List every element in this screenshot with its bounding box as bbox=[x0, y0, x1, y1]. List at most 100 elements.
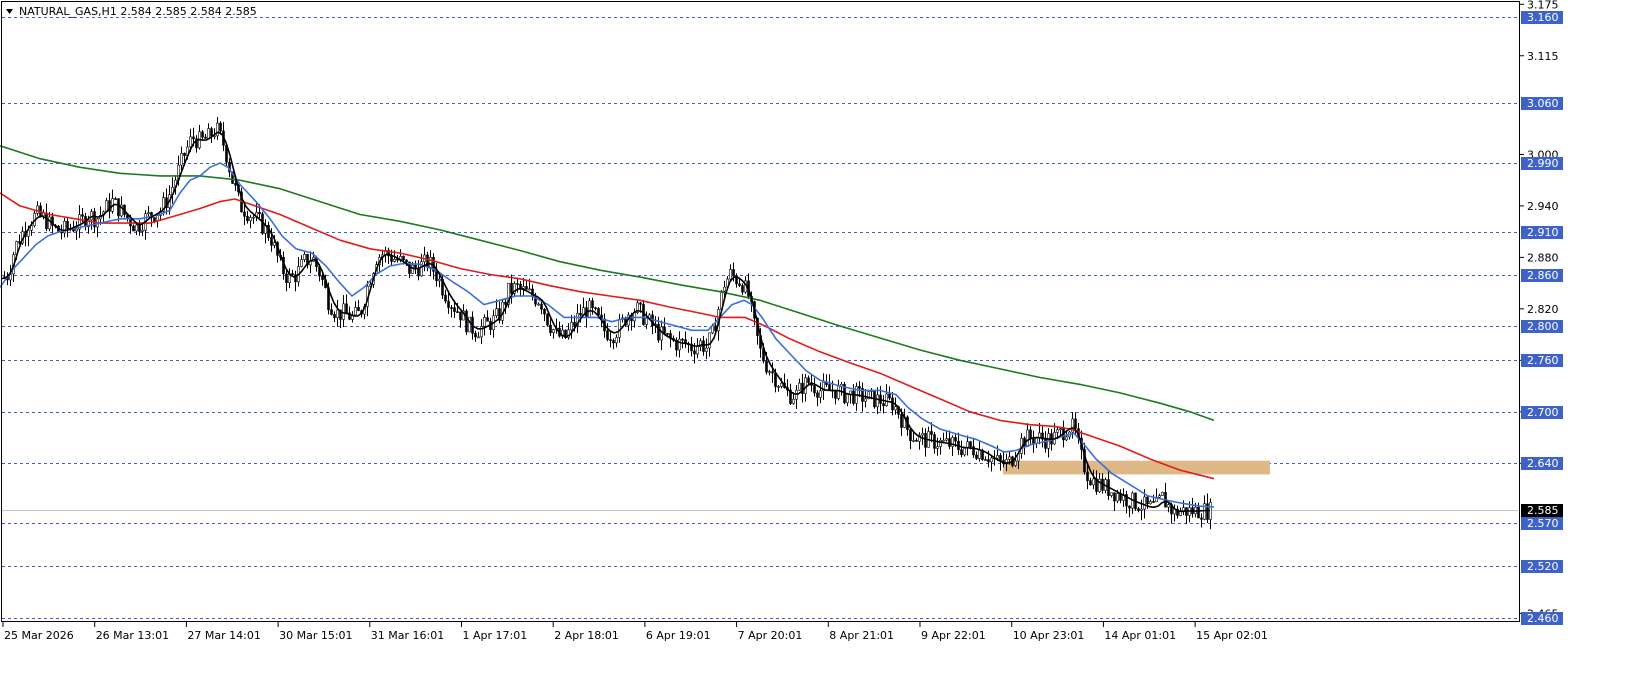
candle-body bbox=[960, 449, 963, 456]
ma-red-line bbox=[0, 192, 1215, 480]
candle-body bbox=[852, 390, 855, 404]
candle bbox=[567, 323, 570, 340]
level-price-box[interactable] bbox=[1521, 612, 1563, 625]
price-tick-label: 2.940 bbox=[1527, 200, 1559, 213]
candle-body bbox=[252, 216, 255, 219]
candle-body bbox=[339, 309, 342, 320]
candle bbox=[336, 300, 339, 327]
level-price-box[interactable] bbox=[1521, 457, 1563, 470]
triangle-down-icon[interactable] bbox=[6, 9, 13, 14]
candle bbox=[777, 384, 780, 392]
candle bbox=[858, 380, 861, 398]
level-price-box[interactable] bbox=[1521, 97, 1563, 110]
candle-body bbox=[1149, 501, 1152, 505]
candle bbox=[450, 305, 453, 318]
candle bbox=[576, 303, 579, 333]
level-price-box[interactable] bbox=[1521, 517, 1563, 530]
candle bbox=[348, 306, 351, 321]
candle bbox=[975, 451, 978, 461]
candle-body bbox=[321, 275, 324, 280]
current-price-box[interactable] bbox=[1521, 504, 1563, 517]
level-price-box[interactable] bbox=[1521, 560, 1563, 573]
candle bbox=[1113, 492, 1116, 512]
price-axis[interactable]: 3.1753.1153.0002.9402.8802.8202.7602.700… bbox=[1520, 0, 1563, 625]
candle bbox=[132, 224, 135, 232]
candle bbox=[330, 303, 333, 316]
candle-body bbox=[291, 273, 294, 276]
candle-body bbox=[846, 394, 849, 404]
candle-body bbox=[1041, 432, 1044, 440]
candle-body bbox=[342, 303, 345, 320]
candle bbox=[540, 301, 543, 315]
candle-body bbox=[162, 197, 165, 212]
current-price-label: 2.585 bbox=[1527, 504, 1559, 517]
candle-body bbox=[915, 439, 918, 442]
candle-body bbox=[519, 283, 522, 289]
candle-body bbox=[153, 217, 156, 222]
candle-body bbox=[675, 339, 678, 351]
candle-body bbox=[348, 312, 351, 320]
candle-body bbox=[90, 211, 93, 221]
candle bbox=[735, 273, 738, 288]
candle bbox=[249, 215, 252, 229]
candle-body bbox=[567, 329, 570, 338]
candle-body bbox=[1128, 505, 1131, 509]
candle bbox=[78, 205, 81, 238]
candle-body bbox=[594, 307, 597, 310]
level-price-box[interactable] bbox=[1521, 406, 1563, 419]
candle bbox=[909, 428, 912, 450]
candle bbox=[951, 435, 954, 457]
candle bbox=[723, 280, 726, 297]
time-axis[interactable]: 25 Mar 2026 26 Mar 13:01 27 Mar 14:01 30 Ma… bbox=[2, 622, 1268, 642]
candle-body bbox=[876, 394, 879, 408]
candle bbox=[768, 369, 771, 376]
candle-body bbox=[498, 308, 501, 321]
price-zone[interactable] bbox=[1003, 460, 1270, 475]
candle-body bbox=[1008, 456, 1011, 460]
level-price-box[interactable] bbox=[1521, 354, 1563, 367]
symbol-header: NATURAL_GAS,H1 2.584 2.585 2.584 2.585 bbox=[6, 5, 257, 18]
candle-body bbox=[1092, 478, 1095, 486]
candle bbox=[939, 437, 942, 455]
level-price-box[interactable] bbox=[1521, 157, 1563, 170]
level-price-label: 2.700 bbox=[1527, 406, 1559, 419]
candle bbox=[1110, 492, 1113, 498]
candle-body bbox=[1056, 429, 1059, 433]
time-tick-label: 31 Mar 16:01 bbox=[371, 629, 444, 642]
level-price-box[interactable] bbox=[1521, 320, 1563, 333]
candle bbox=[477, 331, 480, 339]
candle bbox=[1176, 505, 1179, 519]
candle-body bbox=[435, 271, 438, 282]
candle-body bbox=[1167, 504, 1170, 508]
candle bbox=[1125, 490, 1128, 514]
candle-body bbox=[204, 136, 207, 139]
candle-body bbox=[507, 282, 510, 305]
candle bbox=[117, 198, 120, 222]
candle-body bbox=[543, 308, 546, 315]
candle-body bbox=[486, 317, 489, 322]
candle-body bbox=[243, 211, 246, 217]
candle bbox=[354, 301, 357, 317]
candle-body bbox=[660, 326, 663, 341]
candle-body bbox=[867, 391, 870, 400]
level-price-box[interactable] bbox=[1521, 226, 1563, 239]
candle-body bbox=[192, 136, 195, 140]
candle bbox=[819, 382, 822, 404]
candle bbox=[984, 456, 987, 461]
level-price-box[interactable] bbox=[1521, 11, 1563, 24]
candle-body bbox=[420, 261, 423, 277]
candle bbox=[300, 255, 303, 268]
candle-body bbox=[837, 386, 840, 399]
price-tick-label: 3.175 bbox=[1527, 0, 1559, 11]
candle-body bbox=[930, 431, 933, 435]
candle-body bbox=[891, 397, 894, 411]
candle-body bbox=[996, 455, 999, 459]
candle-body bbox=[699, 340, 702, 347]
candle bbox=[702, 335, 705, 356]
level-price-box[interactable] bbox=[1521, 269, 1563, 282]
candle-body bbox=[615, 337, 618, 344]
candle-body bbox=[1176, 508, 1179, 516]
time-tick-label: 7 Apr 20:01 bbox=[738, 629, 803, 642]
